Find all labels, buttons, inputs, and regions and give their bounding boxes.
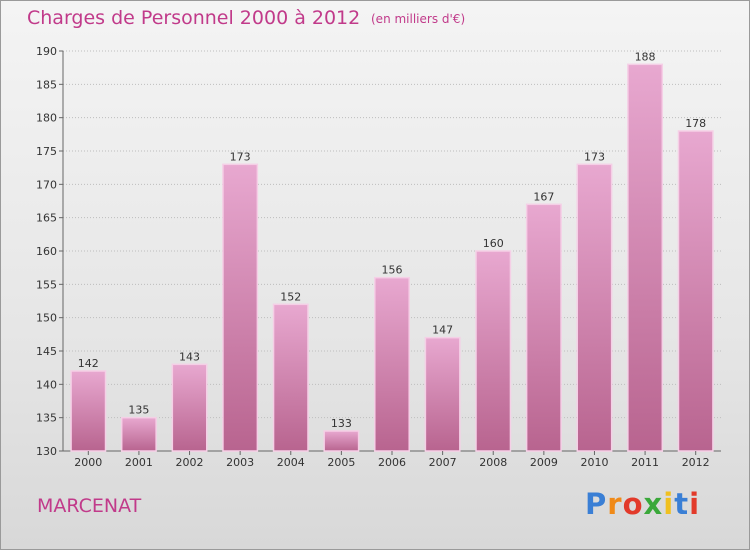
- y-tick-label: 180: [36, 112, 57, 125]
- x-tick-label-2000: 2000: [74, 456, 102, 469]
- data-label-2008: 160: [483, 237, 504, 250]
- y-tick-label: 170: [36, 178, 57, 191]
- x-tick-label-2012: 2012: [682, 456, 710, 469]
- y-tick-label: 135: [36, 412, 57, 425]
- data-label-2006: 156: [382, 264, 403, 277]
- data-label-2012: 178: [685, 117, 706, 130]
- logo-letter: r: [607, 487, 623, 521]
- data-label-2009: 167: [533, 190, 554, 203]
- data-label-2000: 142: [78, 357, 99, 370]
- chart-subtitle: (en milliers d'€): [371, 12, 466, 26]
- proxiti-logo: Proxiti: [585, 487, 700, 521]
- bar-2000: [70, 370, 107, 452]
- data-label-2005: 133: [331, 417, 352, 430]
- bar-2011: [627, 63, 664, 452]
- bar-2004: [272, 303, 309, 452]
- bar-2012: [677, 130, 714, 452]
- y-tick-label: 145: [36, 345, 57, 358]
- data-label-2004: 152: [280, 290, 301, 303]
- x-tick-label-2007: 2007: [429, 456, 457, 469]
- bar-2008: [475, 250, 512, 452]
- logo-letter: P: [585, 487, 608, 521]
- y-tick-label: 150: [36, 312, 57, 325]
- logo-letter: i: [663, 487, 675, 521]
- data-label-2002: 143: [179, 350, 200, 363]
- y-tick-label: 130: [36, 445, 57, 458]
- y-tick-label: 185: [36, 78, 57, 91]
- chart-title: Charges de Personnel 2000 à 2012: [27, 7, 361, 29]
- x-tick-label-2008: 2008: [479, 456, 507, 469]
- x-tick-label-2005: 2005: [327, 456, 355, 469]
- y-tick-label: 140: [36, 378, 57, 391]
- bar-2009: [525, 203, 562, 452]
- data-label-2007: 147: [432, 324, 453, 337]
- bar-2002: [171, 363, 208, 452]
- logo-letter: t: [674, 487, 690, 521]
- data-label-2010: 173: [584, 150, 605, 163]
- x-tick-label-2011: 2011: [631, 456, 659, 469]
- y-tick-label: 190: [36, 45, 57, 58]
- y-tick-label: 155: [36, 278, 57, 291]
- bar-2007: [424, 336, 461, 452]
- y-tick-label: 165: [36, 212, 57, 225]
- y-tick-label: 160: [36, 245, 57, 258]
- bar-2003: [222, 163, 259, 452]
- bar-2010: [576, 163, 613, 452]
- y-tick-label: 175: [36, 145, 57, 158]
- logo-letter: o: [622, 487, 644, 521]
- logo-letter: x: [643, 487, 664, 521]
- data-label-2003: 173: [230, 150, 251, 163]
- x-tick-label-2001: 2001: [125, 456, 153, 469]
- x-tick-label-2003: 2003: [226, 456, 254, 469]
- bar-2006: [374, 276, 410, 452]
- bar-2001: [120, 416, 157, 452]
- x-tick-label-2009: 2009: [530, 456, 558, 469]
- x-tick-label-2010: 2010: [580, 456, 608, 469]
- data-label-2011: 188: [635, 50, 656, 63]
- x-tick-label-2002: 2002: [176, 456, 204, 469]
- bar-2005: [323, 430, 360, 452]
- commune-name: MARCENAT: [37, 495, 142, 517]
- logo-letter: i: [689, 487, 701, 521]
- x-tick-label-2004: 2004: [277, 456, 305, 469]
- data-label-2001: 135: [128, 404, 149, 417]
- x-tick-label-2006: 2006: [378, 456, 406, 469]
